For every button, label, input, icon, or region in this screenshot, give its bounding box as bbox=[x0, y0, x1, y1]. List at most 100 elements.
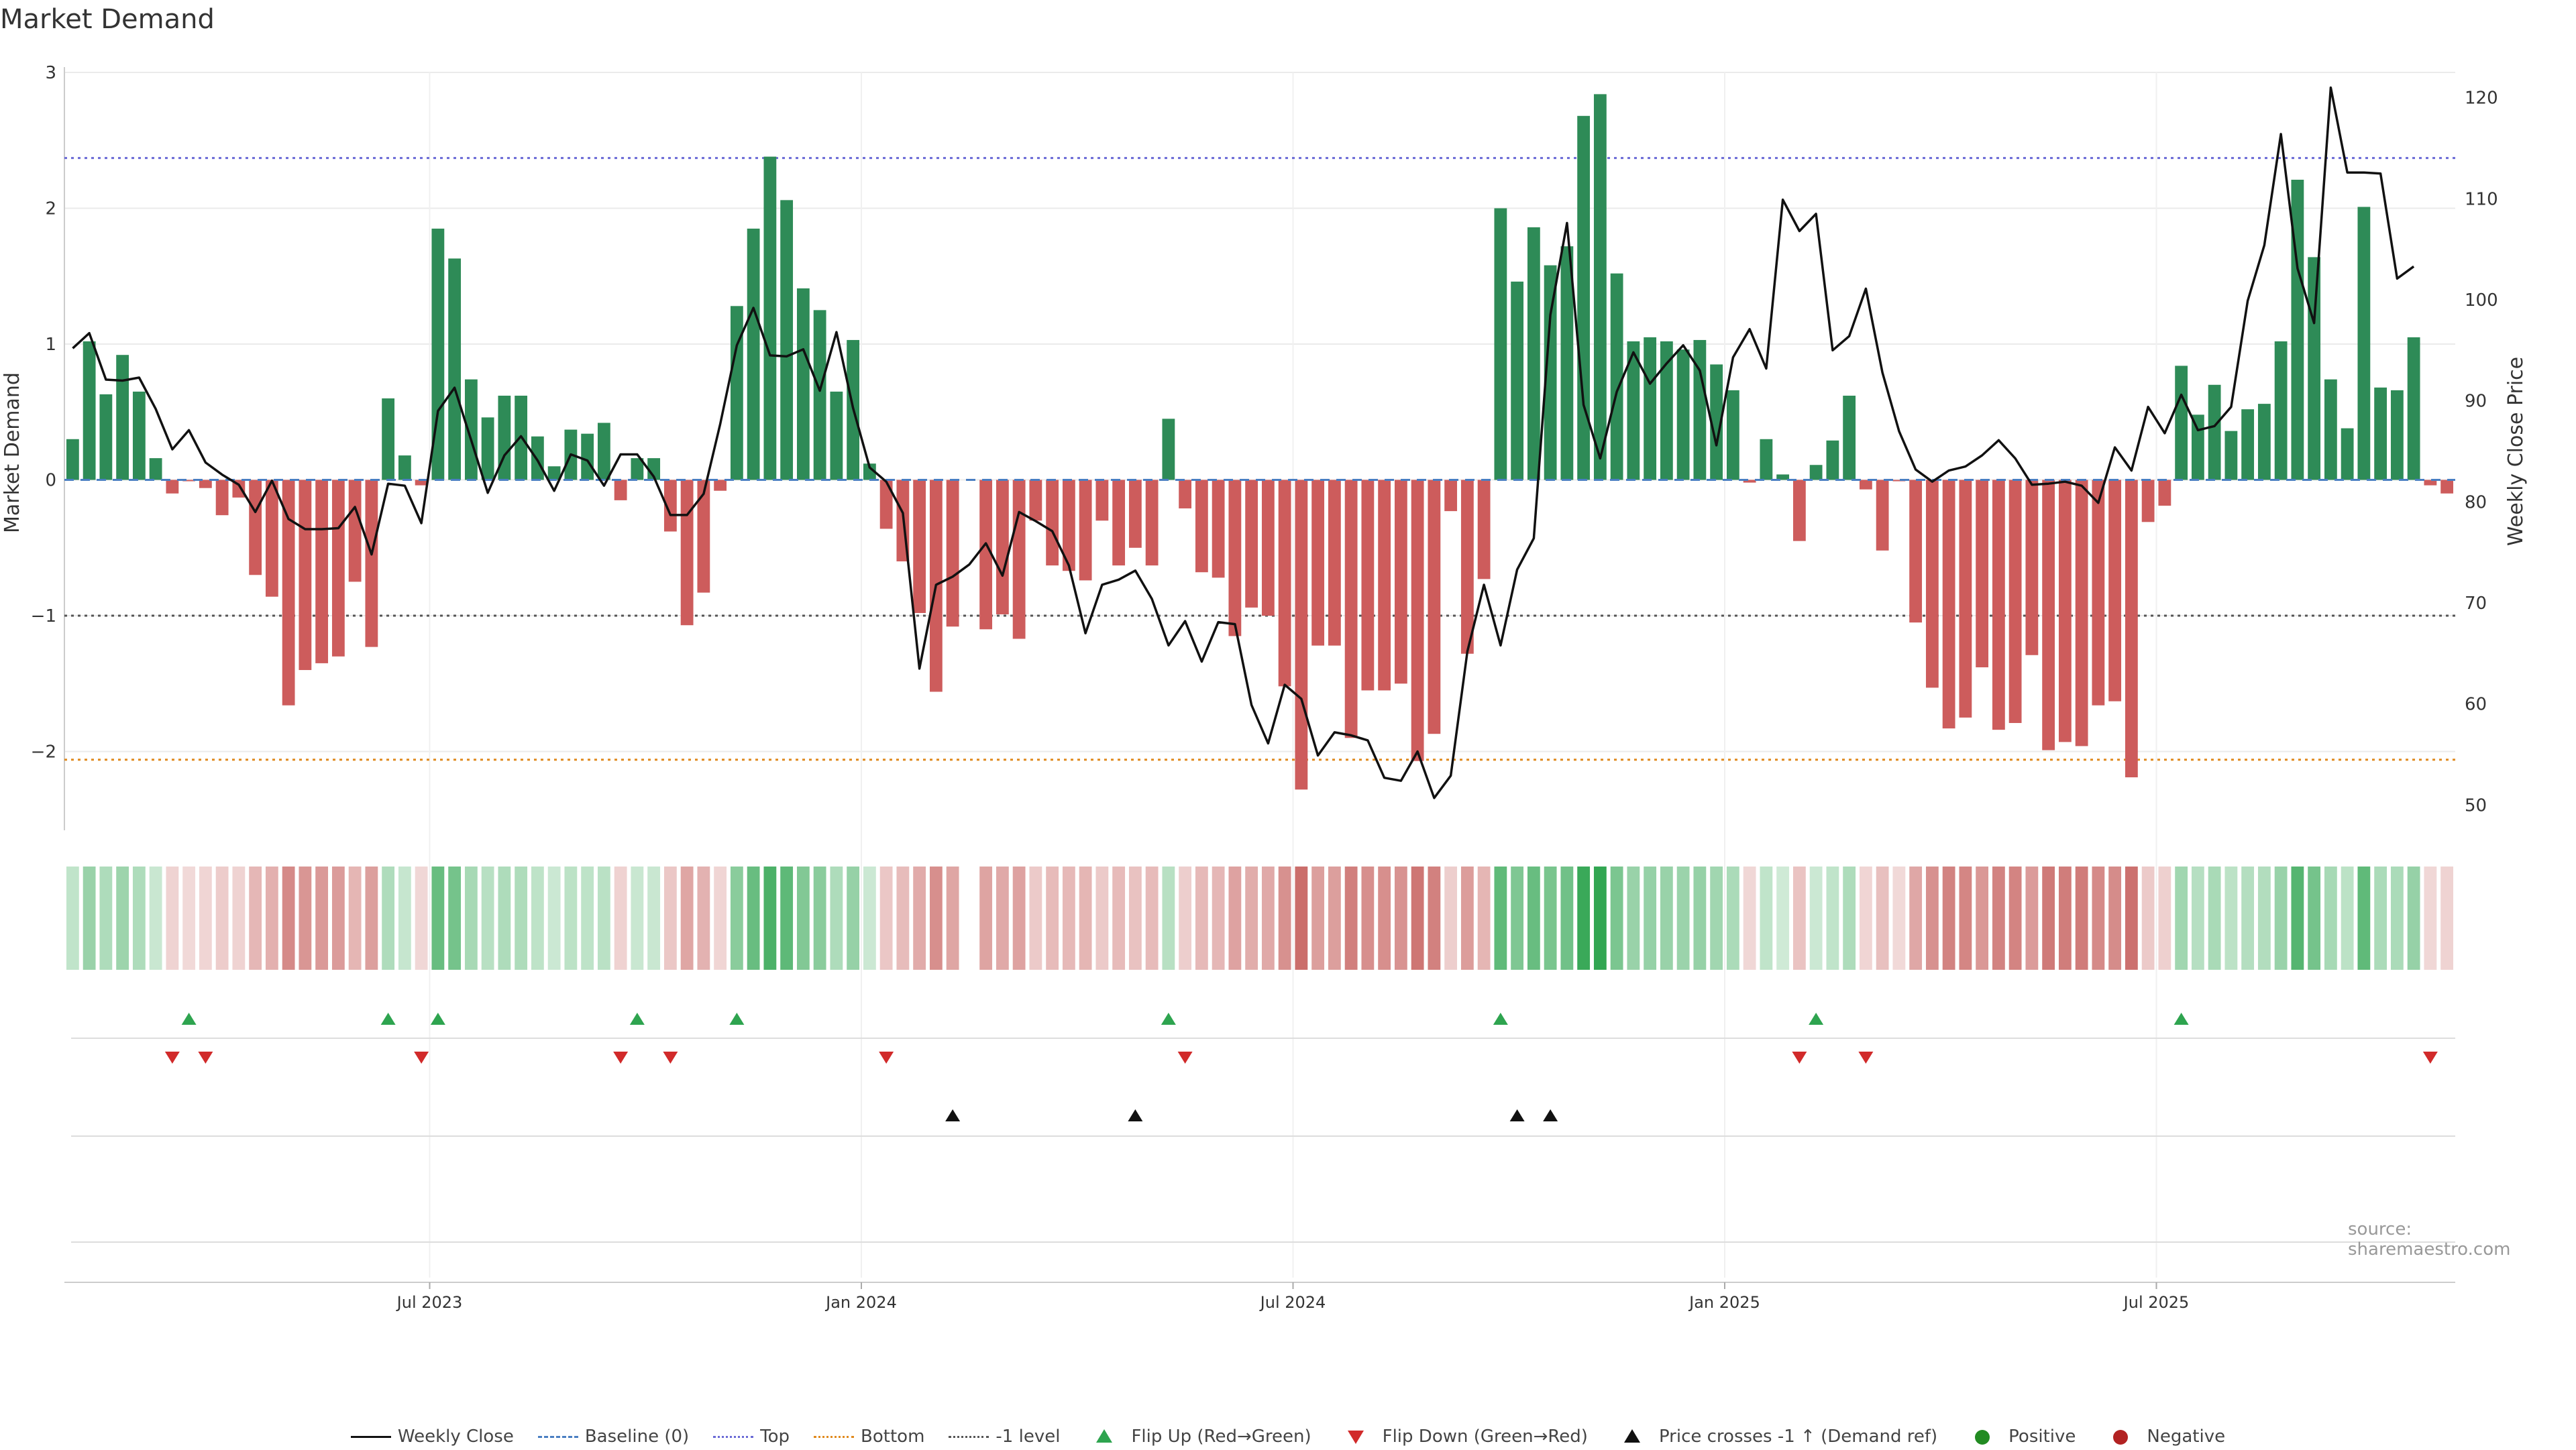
heat-cell bbox=[1195, 867, 1208, 970]
flip-up-marker bbox=[1161, 1013, 1176, 1025]
y-tick-label: −1 bbox=[31, 606, 56, 626]
heat-cell bbox=[2241, 867, 2255, 970]
heat-cell bbox=[331, 867, 345, 970]
demand-bar bbox=[830, 391, 843, 480]
demand-bar bbox=[1145, 480, 1159, 566]
heat-cell bbox=[2291, 867, 2304, 970]
demand-bar bbox=[1792, 480, 1806, 541]
heat-cell bbox=[663, 867, 677, 970]
heat-cell bbox=[1710, 867, 1723, 970]
demand-bar bbox=[1527, 227, 1540, 480]
demand-bar bbox=[1095, 480, 1109, 521]
demand-bar bbox=[879, 480, 893, 529]
legend-label: -1 level bbox=[996, 1427, 1061, 1447]
demand-bar bbox=[249, 480, 262, 575]
demand-bar bbox=[1644, 337, 1657, 480]
legend-label: Weekly Close bbox=[397, 1427, 514, 1447]
circle-red-icon bbox=[2100, 1428, 2140, 1445]
heat-cell bbox=[1477, 867, 1491, 970]
heat-cell bbox=[1809, 867, 1823, 970]
circle-green-icon bbox=[1962, 1428, 2002, 1445]
demand-bar bbox=[1295, 480, 1308, 790]
demand-bar bbox=[1859, 480, 1872, 490]
heat-cell bbox=[2108, 867, 2122, 970]
legend-label: Bottom bbox=[861, 1427, 925, 1447]
heat-cell bbox=[1444, 867, 1458, 970]
demand-bar bbox=[647, 458, 661, 480]
heat-cell bbox=[1593, 867, 1607, 970]
demand-bar bbox=[1577, 115, 1591, 480]
demand-bar bbox=[2440, 480, 2454, 494]
legend-item: Positive bbox=[1962, 1427, 2076, 1447]
demand-bar bbox=[2357, 207, 2371, 480]
demand-bar bbox=[498, 395, 511, 480]
demand-bar bbox=[2374, 387, 2387, 480]
demand-bar bbox=[1610, 273, 1623, 480]
demand-bar bbox=[1112, 480, 1126, 566]
demand-bar bbox=[747, 228, 760, 480]
heat-cell bbox=[1610, 867, 1623, 970]
y2-axis-label: Weekly Close Price bbox=[2504, 357, 2528, 546]
heat-cell bbox=[315, 867, 329, 970]
heat-cell bbox=[697, 867, 710, 970]
heat-cell bbox=[149, 867, 162, 970]
demand-bar bbox=[531, 436, 544, 480]
legend-label: Positive bbox=[2008, 1427, 2076, 1447]
heat-cell bbox=[531, 867, 544, 970]
demand-bar bbox=[1760, 439, 1773, 480]
demand-bar bbox=[1328, 480, 1341, 646]
x-tick-label: Jan 2025 bbox=[1688, 1293, 1760, 1312]
demand-bar bbox=[680, 480, 694, 626]
heat-cell bbox=[2025, 867, 2039, 970]
demand-bar bbox=[464, 379, 478, 480]
heat-cell bbox=[1942, 867, 1955, 970]
demand-bar bbox=[132, 391, 146, 480]
heat-cell bbox=[1992, 867, 2005, 970]
weekly-close-line bbox=[72, 86, 2415, 799]
heat-cell bbox=[2158, 867, 2171, 970]
heat-cell bbox=[1344, 867, 1358, 970]
y-tick-label: 3 bbox=[45, 63, 56, 83]
heat-cell bbox=[2341, 867, 2354, 970]
heat-cell bbox=[2175, 867, 2188, 970]
flip-up-marker bbox=[380, 1013, 396, 1025]
heat-cell bbox=[2042, 867, 2055, 970]
heat-cell bbox=[1792, 867, 1806, 970]
heat-cell bbox=[1012, 867, 1026, 970]
heat-cell bbox=[365, 867, 378, 970]
demand-bar bbox=[2025, 480, 2039, 655]
demand-bar bbox=[863, 463, 876, 480]
demand-bar bbox=[2241, 409, 2255, 480]
heat-cell bbox=[2257, 867, 2271, 970]
demand-bar bbox=[66, 439, 79, 480]
demand-bar bbox=[315, 480, 329, 663]
triangle-up-black-icon bbox=[1612, 1428, 1652, 1445]
heat-cell bbox=[1378, 867, 1391, 970]
heat-cell bbox=[215, 867, 229, 970]
flip-up-marker bbox=[1493, 1013, 1508, 1025]
demand-bar bbox=[1477, 480, 1491, 579]
heat-cell bbox=[1212, 867, 1225, 970]
flip-down-marker bbox=[1792, 1052, 1807, 1064]
heat-cell bbox=[1760, 867, 1773, 970]
flip-down-marker bbox=[2422, 1052, 2438, 1064]
demand-bar bbox=[1560, 246, 1574, 480]
heat-cell bbox=[1278, 867, 1291, 970]
heat-cell bbox=[896, 867, 910, 970]
demand-bar bbox=[2407, 337, 2420, 480]
heat-cell bbox=[1029, 867, 1042, 970]
heat-cell bbox=[99, 867, 113, 970]
heat-cell bbox=[431, 867, 445, 970]
demand-bar bbox=[232, 480, 246, 498]
legend-label: Price crosses -1 ↑ (Demand ref) bbox=[1658, 1427, 1938, 1447]
heat-cell bbox=[730, 867, 743, 970]
legend-item: Negative bbox=[2100, 1427, 2225, 1447]
demand-bar bbox=[1079, 480, 1092, 581]
demand-bar bbox=[979, 480, 993, 630]
heat-cell bbox=[1560, 867, 1574, 970]
heat-cell bbox=[1079, 867, 1092, 970]
chart-legend: Weekly Close Baseline (0) Top Bottom -1 leve… bbox=[0, 1423, 2576, 1450]
demand-bar bbox=[1743, 480, 1756, 483]
